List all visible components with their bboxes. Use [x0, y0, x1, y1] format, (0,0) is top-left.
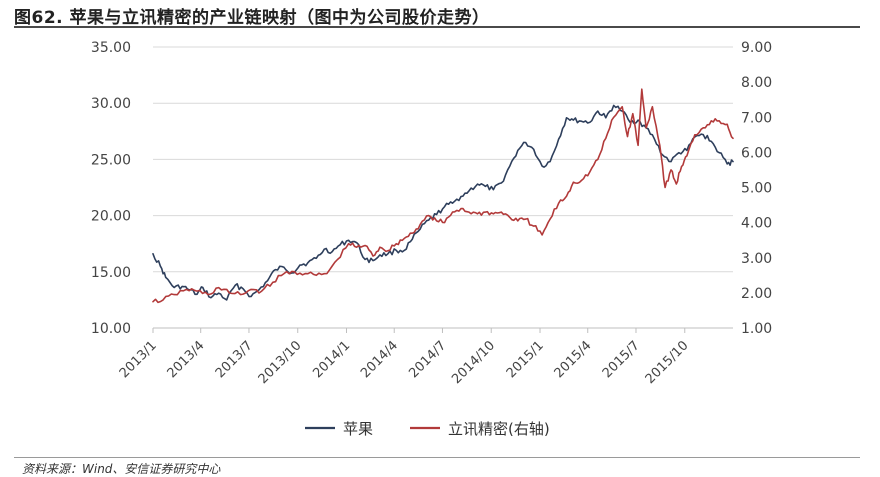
x-axis-tick-label: 2013/1 — [117, 338, 160, 381]
x-axis-tick-label: 2015/10 — [643, 338, 692, 387]
x-axis-tick-label: 2015/1 — [504, 338, 547, 381]
left-axis-tick-label: 25.00 — [91, 152, 131, 168]
x-axis-tick-label: 2015/7 — [600, 338, 643, 381]
axes: 10.00 15.00 20.00 25.00 30.00 35.00 1.00 2.00 3.… — [91, 40, 772, 387]
x-axis-tick-label: 2014/4 — [358, 338, 401, 381]
left-axis-tick-label: 10.00 — [91, 321, 131, 337]
right-axis-tick-label: 8.00 — [741, 75, 772, 91]
legend-label: 苹果 — [343, 420, 373, 438]
left-axis-tick-label: 35.00 — [91, 40, 131, 56]
x-axis-tick-label: 2013/4 — [165, 338, 208, 381]
left-axis-tick-label: 20.00 — [91, 209, 131, 225]
right-axis-tick-label: 6.00 — [741, 145, 772, 161]
source-rule — [14, 457, 860, 458]
source-note: 资料来源：Wind、安信证券研究中心 — [22, 462, 221, 476]
series-line-luxshare — [152, 88, 734, 304]
right-axis-tick-label: 1.00 — [741, 321, 772, 337]
figure-title: 图62. 苹果与立讯精密的产业链映射（图中为公司股价走势） — [14, 8, 490, 28]
x-axis-tick-label: 2014/1 — [310, 338, 353, 381]
series-lines — [152, 88, 734, 304]
x-axis-tick-label: 2013/7 — [213, 338, 256, 381]
right-axis-tick-label: 3.00 — [741, 251, 772, 267]
title-rule — [14, 26, 860, 28]
right-axis-tick-label: 7.00 — [741, 110, 772, 126]
right-axis-tick-label: 4.00 — [741, 216, 772, 232]
x-axis-tick-label: 2014/10 — [449, 338, 498, 387]
series-line-apple — [152, 104, 734, 301]
x-axis-tick-label: 2015/4 — [552, 338, 595, 381]
left-axis-tick-label: 15.00 — [91, 265, 131, 281]
x-axis-tick-label: 2014/7 — [406, 338, 449, 381]
x-axis-tick-label: 2013/10 — [256, 338, 305, 387]
legend: 苹果 立讯精密(右轴) — [305, 420, 550, 438]
left-axis-tick-label: 30.00 — [91, 96, 131, 112]
right-axis-tick-label: 9.00 — [741, 40, 772, 56]
right-axis-tick-label: 2.00 — [741, 286, 772, 302]
legend-label: 立讯精密(右轴) — [448, 420, 550, 438]
gridlines — [153, 46, 733, 329]
right-axis-tick-label: 5.00 — [741, 181, 772, 197]
